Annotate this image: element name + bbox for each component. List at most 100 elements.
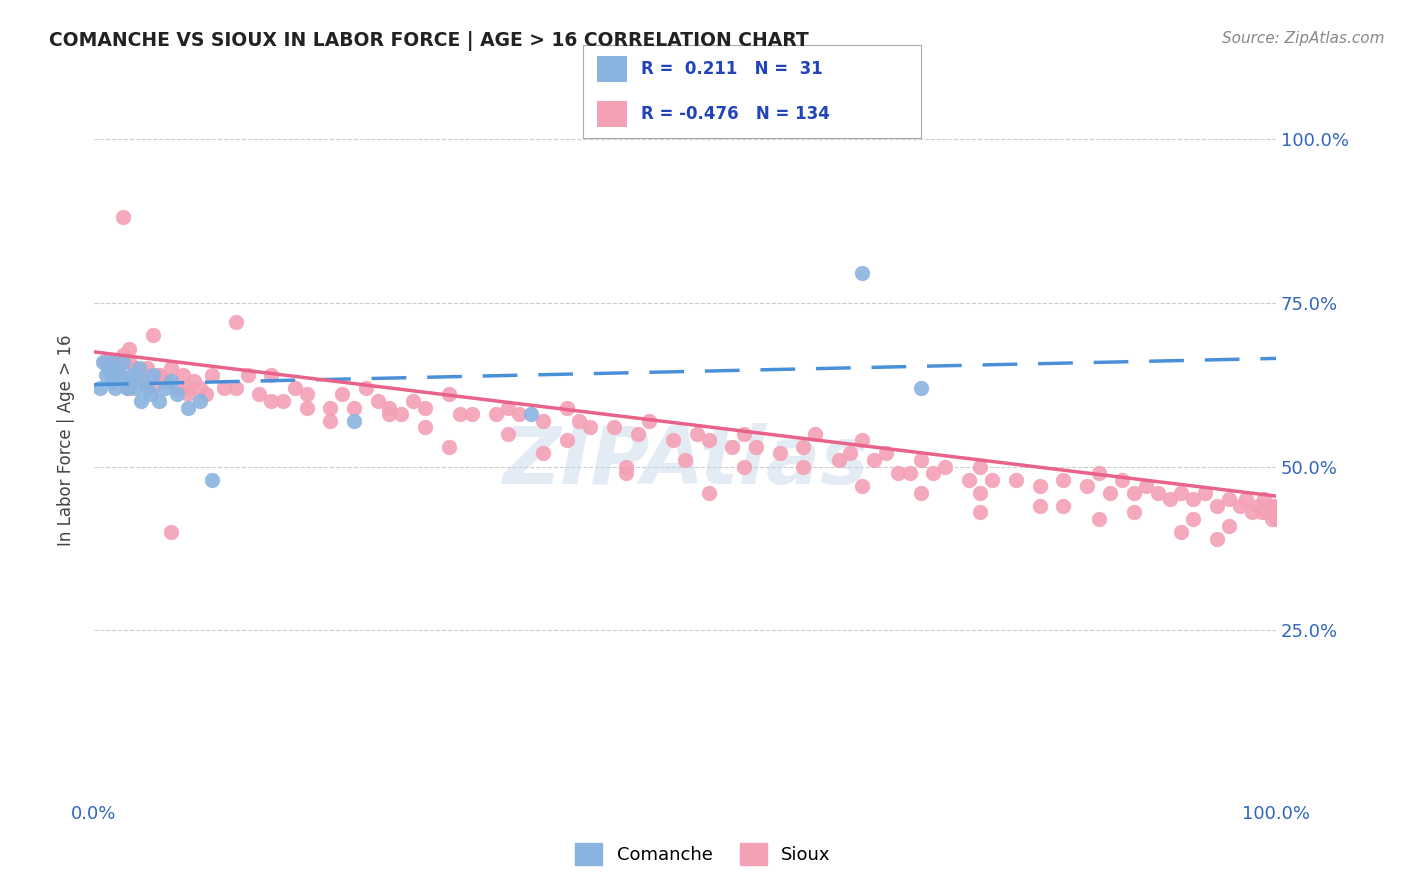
Point <box>508 407 530 421</box>
Point <box>981 473 1004 487</box>
Point <box>969 506 991 520</box>
Point <box>1258 499 1281 513</box>
Point <box>1146 485 1168 500</box>
Point <box>1218 518 1240 533</box>
Point <box>389 407 412 421</box>
Point <box>662 434 685 448</box>
Point <box>1182 492 1205 507</box>
Point <box>1265 512 1288 526</box>
Y-axis label: In Labor Force | Age > 16: In Labor Force | Age > 16 <box>58 334 75 546</box>
Point <box>1099 485 1122 500</box>
Point <box>1241 506 1264 520</box>
Point <box>367 394 389 409</box>
Point <box>1229 499 1251 513</box>
Point <box>249 387 271 401</box>
Point <box>614 459 637 474</box>
Point <box>378 407 401 421</box>
Point <box>733 426 755 441</box>
Bar <box>598 101 627 127</box>
Point <box>201 473 224 487</box>
Point <box>260 394 283 409</box>
Point <box>118 342 141 356</box>
Legend: Comanche, Sioux: Comanche, Sioux <box>568 836 838 872</box>
Point <box>343 414 366 428</box>
Point <box>1247 499 1270 513</box>
Point <box>1170 525 1192 540</box>
Point <box>496 426 519 441</box>
Point <box>271 394 294 409</box>
Point <box>142 381 165 395</box>
Point <box>614 466 637 480</box>
Point <box>330 387 353 401</box>
Point <box>768 446 790 460</box>
Point <box>1264 499 1286 513</box>
Point <box>969 485 991 500</box>
Point <box>437 387 460 401</box>
Point <box>112 211 135 225</box>
Point <box>112 354 135 368</box>
Point <box>319 401 342 415</box>
Point <box>1087 466 1109 480</box>
Point <box>969 459 991 474</box>
Point <box>531 414 554 428</box>
Point <box>166 387 188 401</box>
Point <box>284 381 307 395</box>
Point <box>94 354 117 368</box>
Point <box>1194 485 1216 500</box>
Point <box>520 407 543 421</box>
Point <box>107 361 129 376</box>
Point <box>686 426 709 441</box>
Point <box>236 368 259 382</box>
Point <box>851 434 873 448</box>
Point <box>1205 532 1227 546</box>
Point <box>1250 506 1272 520</box>
Text: COMANCHE VS SIOUX IN LABOR FORCE | AGE > 16 CORRELATION CHART: COMANCHE VS SIOUX IN LABOR FORCE | AGE >… <box>49 31 808 51</box>
Point <box>957 473 980 487</box>
Point <box>1234 492 1257 507</box>
Point <box>922 466 945 480</box>
Point <box>188 381 211 395</box>
Point <box>153 381 176 395</box>
Point <box>100 354 122 368</box>
Point <box>159 361 181 376</box>
Point <box>97 361 120 376</box>
Point <box>934 459 956 474</box>
Point <box>121 368 143 382</box>
Point <box>839 446 862 460</box>
Point <box>319 414 342 428</box>
Point <box>107 368 129 382</box>
Point <box>295 401 318 415</box>
Point <box>148 368 170 382</box>
Point <box>886 466 908 480</box>
Point <box>104 381 127 395</box>
Point <box>673 453 696 467</box>
Point <box>354 381 377 395</box>
Text: R = -0.476   N = 134: R = -0.476 N = 134 <box>641 105 830 123</box>
Point <box>745 440 768 454</box>
Point <box>461 407 484 421</box>
Point <box>413 420 436 434</box>
Point <box>132 375 155 389</box>
Point <box>555 401 578 415</box>
Point <box>148 368 170 382</box>
Point <box>108 368 131 382</box>
Point <box>129 375 152 389</box>
Point <box>136 361 159 376</box>
Point <box>638 414 661 428</box>
Point <box>89 381 111 395</box>
Point <box>910 381 932 395</box>
Point <box>118 354 141 368</box>
Point <box>225 315 247 329</box>
Point <box>343 401 366 415</box>
Point <box>129 394 152 409</box>
Point <box>1052 499 1074 513</box>
Point <box>910 485 932 500</box>
Point <box>159 525 181 540</box>
Point <box>100 375 122 389</box>
Point <box>378 401 401 415</box>
Point <box>1028 499 1050 513</box>
Point <box>531 446 554 460</box>
Point <box>402 394 425 409</box>
Point <box>1076 479 1098 493</box>
Point <box>627 426 650 441</box>
